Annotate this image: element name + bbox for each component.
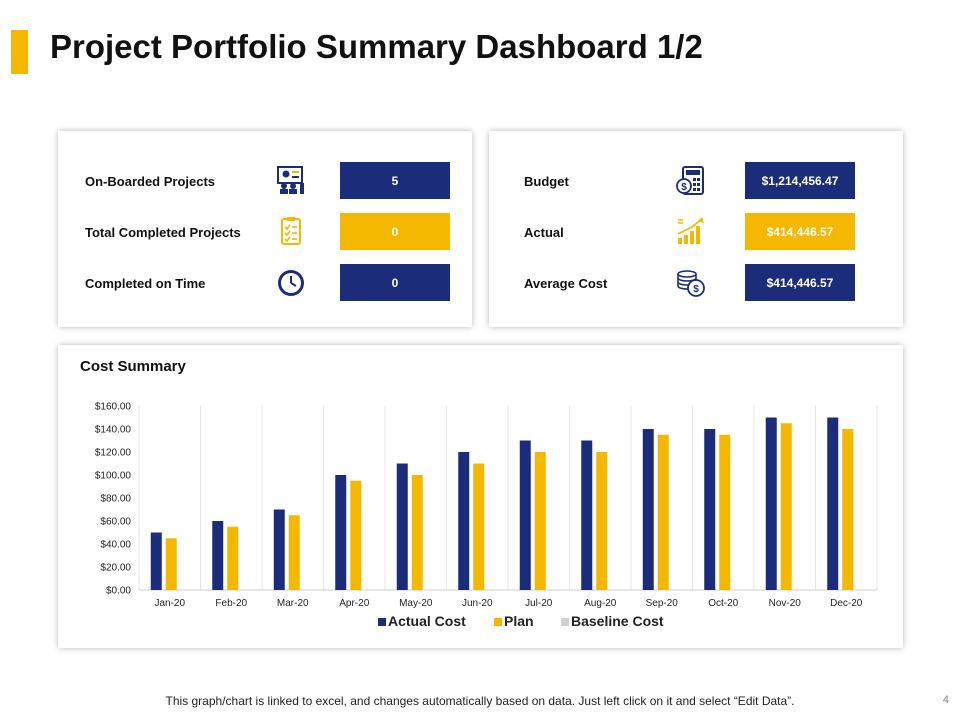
- bar-actual-cost: [335, 475, 347, 590]
- bar-plan: [780, 423, 792, 590]
- x-tick-label: Oct-20: [708, 598, 738, 609]
- x-tick-label: Sep-20: [646, 598, 679, 609]
- average-cost-value: $414,446.57: [745, 264, 855, 301]
- legend-label: Plan: [504, 613, 534, 629]
- actual-label: Actual: [524, 225, 564, 240]
- y-tick-label: $60.00: [100, 517, 131, 528]
- page-number: 4: [942, 694, 949, 706]
- y-tick-label: $40.00: [100, 540, 131, 551]
- x-tick-label: Aug-20: [584, 598, 617, 609]
- clipboard-checklist-icon: [275, 216, 307, 246]
- bar-actual-cost: [150, 532, 162, 590]
- bar-actual-cost: [396, 463, 408, 590]
- bar-plan: [657, 434, 669, 590]
- legend-label: Actual Cost: [388, 613, 466, 629]
- bar-plan: [165, 538, 177, 590]
- cost-summary-chart: $0.00 $20.00 $40.00 $60.00 $80.00 $100.00 $120…: [95, 402, 878, 629]
- bar-plan: [596, 452, 608, 590]
- chart-title: Cost Summary: [80, 358, 186, 375]
- bar-actual-cost: [212, 521, 224, 590]
- x-tick-label: Apr-20: [339, 598, 369, 609]
- y-tick-label: $20.00: [100, 563, 131, 574]
- bar-plan: [473, 463, 485, 590]
- bar-actual-cost: [581, 440, 593, 590]
- bar-plan: [411, 475, 423, 590]
- bar-actual-cost: [827, 417, 839, 590]
- presentation-team-icon: [275, 165, 307, 195]
- bar-actual-cost: [519, 440, 531, 590]
- bar-actual-cost: [765, 417, 777, 590]
- x-tick-label: Feb-20: [215, 598, 247, 609]
- footer-note: This graph/chart is linked to excel, and…: [165, 694, 795, 708]
- bar-plan: [350, 480, 362, 590]
- finance-summary-card: Budget $ $1,214,456.47 Actual $414,446.5…: [489, 131, 903, 327]
- legend-label: Baseline Cost: [571, 613, 664, 629]
- projects-summary-card: On-Boarded Projects 5 Total Completed Pr…: [58, 131, 472, 327]
- bar-actual-cost: [273, 509, 285, 590]
- coins-icon: $: [675, 268, 707, 298]
- bar-plan: [534, 452, 546, 590]
- bar-actual-cost: [704, 429, 716, 590]
- x-tick-label: Jan-20: [154, 598, 185, 609]
- bar-plan: [227, 526, 239, 590]
- x-tick-label: May-20: [399, 598, 433, 609]
- legend-swatch: [561, 618, 569, 626]
- x-tick-label: Dec-20: [830, 598, 863, 609]
- bar-plan: [842, 429, 854, 590]
- svg-text:$: $: [681, 182, 687, 193]
- growth-chart-icon: [675, 216, 707, 246]
- y-tick-label: $0.00: [106, 586, 131, 597]
- budget-value: $1,214,456.47: [745, 162, 855, 199]
- bar-plan: [288, 515, 300, 590]
- x-tick-label: Mar-20: [277, 598, 309, 609]
- onboarded-projects-label: On-Boarded Projects: [85, 174, 216, 189]
- y-tick-label: $100.00: [95, 471, 132, 482]
- x-tick-label: Jun-20: [462, 598, 493, 609]
- svg-text:$: $: [693, 284, 699, 295]
- x-tick-label: Nov-20: [769, 598, 802, 609]
- clock-icon: [275, 268, 307, 298]
- x-tick-label: Jul-20: [525, 598, 553, 609]
- bar-plan: [719, 434, 731, 590]
- onboarded-projects-value: 5: [340, 162, 450, 199]
- page-title: Project Portfolio Summary Dashboard 1/2: [50, 28, 703, 65]
- bar-actual-cost: [458, 452, 470, 590]
- legend-swatch: [378, 618, 386, 626]
- completed-on-time-value: 0: [340, 264, 450, 301]
- total-completed-projects-label: Total Completed Projects: [85, 225, 241, 240]
- calculator-dollar-icon: $: [675, 166, 707, 196]
- total-completed-projects-value: 0: [340, 213, 450, 250]
- legend-swatch: [494, 618, 502, 626]
- title-accent-bar: [11, 30, 28, 74]
- bar-actual-cost: [642, 429, 654, 590]
- y-tick-label: $160.00: [95, 402, 132, 413]
- y-tick-label: $140.00: [95, 425, 132, 436]
- budget-label: Budget: [524, 174, 569, 189]
- average-cost-label: Average Cost: [524, 276, 608, 291]
- actual-value: $414,446.57: [745, 213, 855, 250]
- completed-on-time-label: Completed on Time: [85, 276, 206, 291]
- y-tick-label: $120.00: [95, 448, 132, 459]
- y-tick-label: $80.00: [100, 494, 131, 505]
